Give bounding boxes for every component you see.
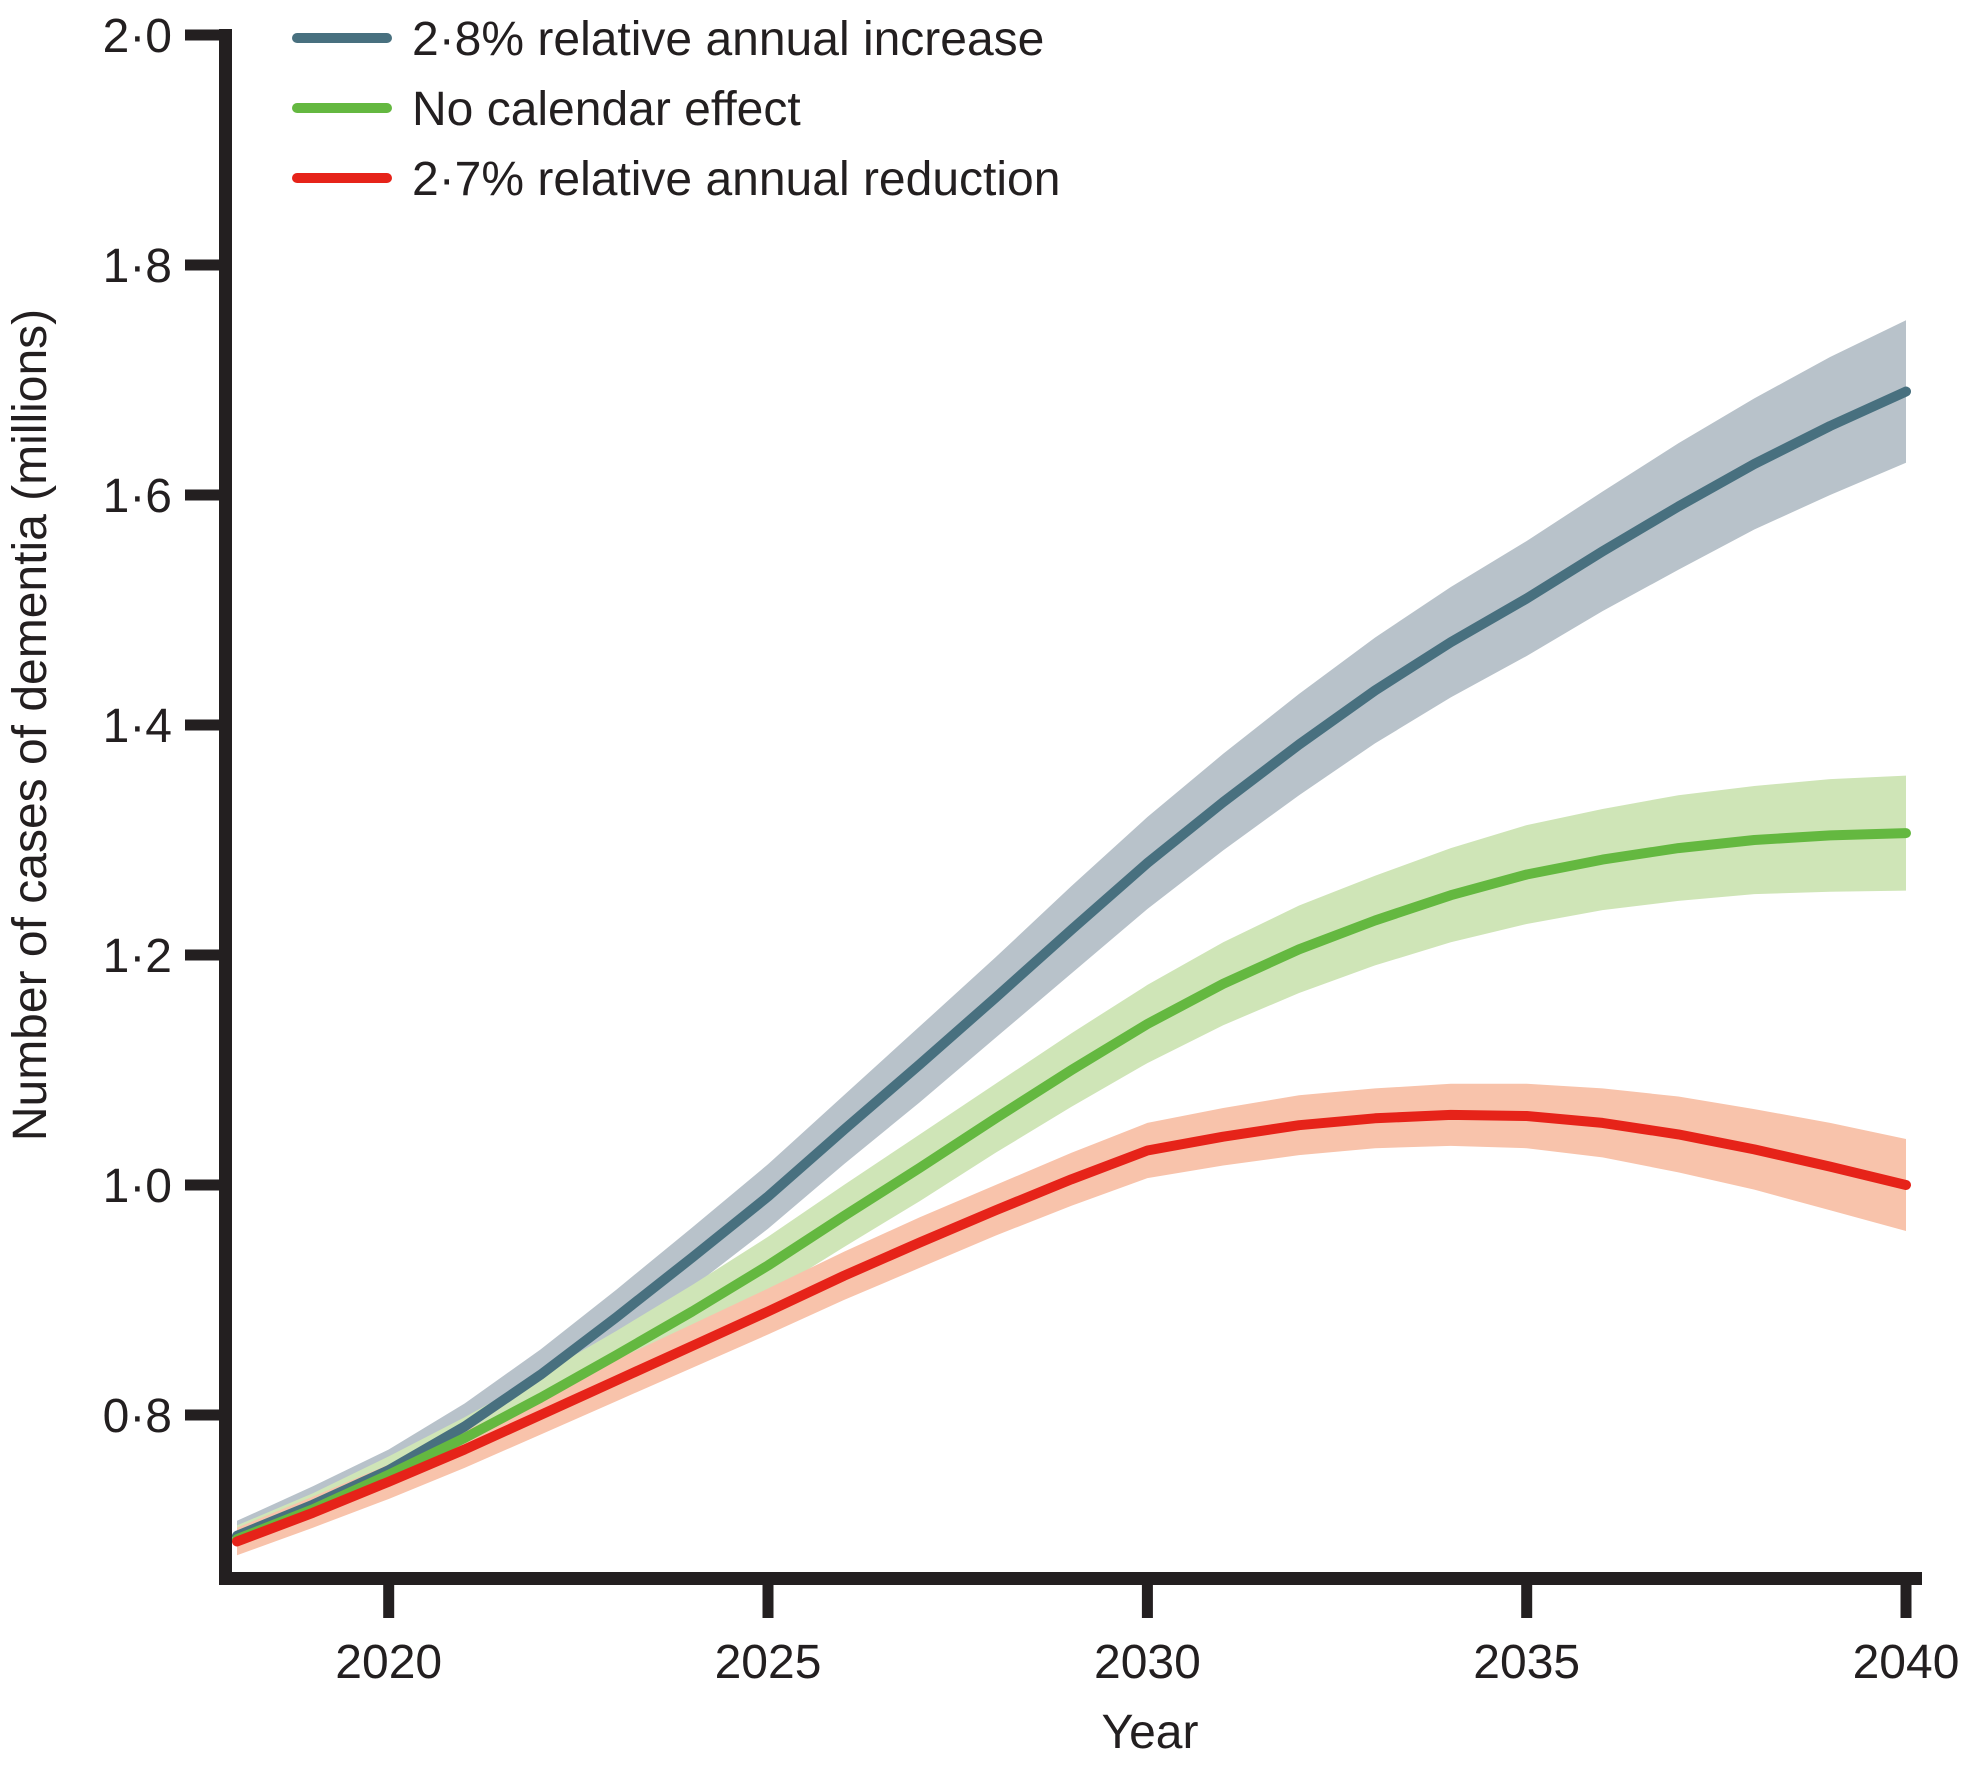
y-tick	[185, 1409, 219, 1421]
x-axis-line	[219, 1572, 1922, 1585]
y-tick	[185, 719, 219, 731]
series-line-reduction-2-7	[232, 1109, 1911, 1547]
legend: 2·8% relative annual increase No calendar…	[292, 13, 1060, 206]
x-tick	[1521, 1585, 1533, 1618]
y-tick-label: 1·2	[103, 930, 172, 983]
series-line-increase-2-8	[232, 386, 1911, 1541]
legend-label-no-calendar-effect: No calendar effect	[412, 83, 801, 136]
axes	[219, 29, 1922, 1585]
x-tick-label: 2025	[715, 1636, 822, 1689]
legend-swatch-increase-2-8	[292, 33, 392, 43]
x-tick-label: 2030	[1094, 1636, 1201, 1689]
x-tick-label: 2040	[1853, 1636, 1960, 1689]
x-axis-title: Year	[1102, 1706, 1199, 1759]
legend-swatch-reduction-2-7	[292, 173, 392, 183]
axis-ticks	[185, 29, 1912, 1618]
y-tick-label: 1·8	[103, 240, 172, 293]
series-line-no-calendar-effect	[232, 828, 1911, 1545]
y-tick	[185, 29, 219, 41]
y-axis-line	[219, 29, 232, 1585]
y-tick-label: 0·8	[103, 1390, 172, 1443]
y-tick	[185, 259, 219, 271]
y-tick-label: 1·0	[103, 1160, 172, 1213]
y-axis-title: Number of cases of dementia (millions)	[4, 309, 57, 1141]
x-tick	[762, 1585, 774, 1618]
legend-swatch-no-calendar-effect	[292, 103, 392, 113]
legend-label-reduction-2-7: 2·7% relative annual reduction	[412, 153, 1060, 206]
y-tick	[185, 949, 219, 961]
y-tick-label: 1·6	[103, 470, 172, 523]
x-tick	[383, 1585, 395, 1618]
x-tick-label: 2020	[335, 1636, 442, 1689]
x-tick	[1141, 1585, 1153, 1618]
axis-tick-labels: 2·0 1·8 1·6 1·4 1·2 1·0 0·8 2020 2025 2030 2035 204…	[103, 10, 1960, 1689]
legend-label-increase-2-8: 2·8% relative annual increase	[412, 13, 1044, 66]
x-tick-label: 2035	[1473, 1636, 1580, 1689]
y-tick	[185, 489, 219, 501]
x-tick	[1900, 1585, 1912, 1618]
ci-band-reduction-2-7	[237, 1083, 1906, 1556]
confidence-bands	[237, 320, 1906, 1556]
series-lines	[232, 386, 1911, 1547]
y-tick-label: 2·0	[103, 10, 172, 63]
y-tick-label: 1·4	[103, 700, 172, 753]
y-tick	[185, 1179, 219, 1191]
